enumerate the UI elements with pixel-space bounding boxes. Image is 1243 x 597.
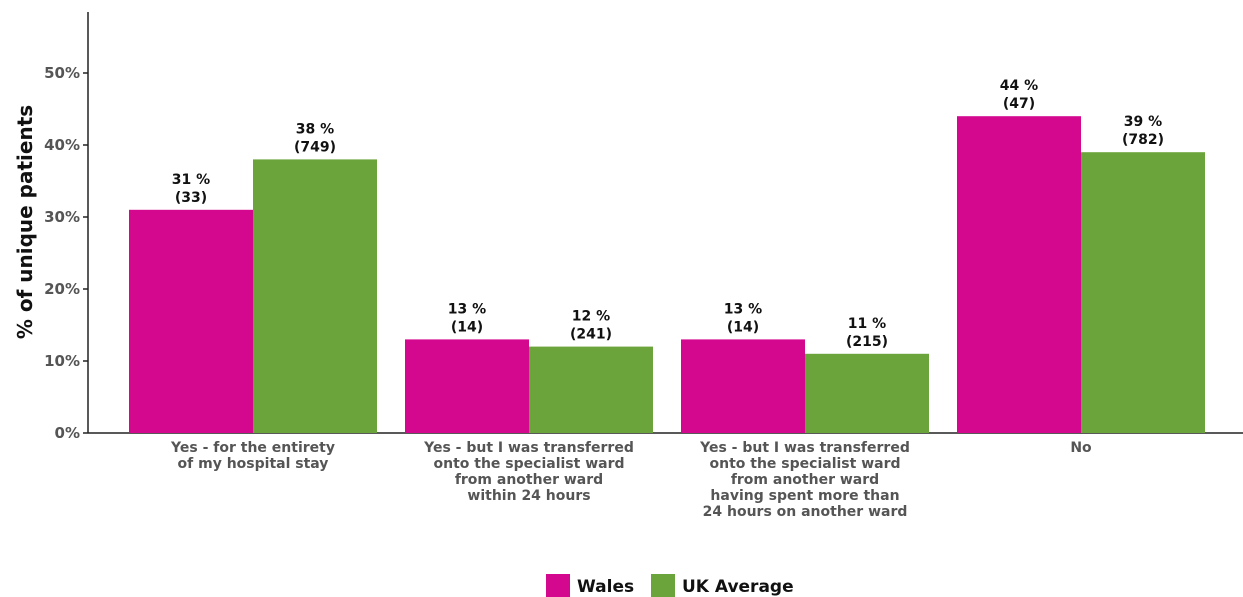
data-label-percent: 38 % [296, 121, 334, 137]
bar-uk-average [253, 159, 377, 433]
data-label-percent: 31 % [172, 172, 210, 188]
category-label: of my hospital stay [178, 456, 329, 472]
category-label: within 24 hours [467, 488, 590, 504]
y-tick-label: 10% [44, 352, 80, 370]
y-tick-label: 0% [55, 424, 80, 442]
category-label: Yes - but I was transferred [423, 440, 634, 456]
category-label: onto the specialist ward [434, 456, 625, 472]
data-label-percent: 12 % [572, 309, 610, 325]
y-tick-label: 20% [44, 280, 80, 298]
y-tick-label: 30% [44, 208, 80, 226]
data-label-count: (47) [1003, 96, 1035, 112]
y-tick-label: 40% [44, 136, 80, 154]
data-label-count: (14) [727, 319, 759, 335]
y-tick-label: 50% [44, 64, 80, 82]
category-label: onto the specialist ward [710, 456, 901, 472]
data-labels-group: 31 % (33) 13 % (14) 13 % (14) 44 % (47) 38 % (749… [172, 78, 1164, 350]
bar-wales [129, 209, 253, 433]
category-label: Yes - for the entirety [170, 440, 335, 456]
bar-wales [405, 339, 529, 433]
data-label-percent: 11 % [848, 316, 886, 332]
legend-label: UK Average [682, 577, 794, 597]
category-label: 24 hours on another ward [703, 504, 908, 520]
data-label-percent: 44 % [1000, 78, 1038, 94]
y-axis-title: % of unique patients [13, 105, 37, 339]
data-label-percent: 13 % [724, 301, 762, 317]
category-label: having spent more than [710, 488, 899, 504]
data-label-count: (215) [846, 334, 888, 350]
data-label-count: (782) [1122, 132, 1164, 148]
category-label: from another ward [455, 472, 603, 488]
data-label-percent: 39 % [1124, 114, 1162, 130]
data-label-percent: 13 % [448, 301, 486, 317]
bar-uk-average [805, 353, 929, 433]
y-axis-ticks: 0% 10% 20% 30% 40% 50% [44, 64, 88, 442]
bar-wales [681, 339, 805, 433]
bar-wales [957, 116, 1081, 433]
category-label: No [1070, 440, 1092, 456]
bar-uk-average [1081, 152, 1205, 433]
data-label-count: (33) [175, 190, 207, 206]
bars-group [129, 116, 1205, 433]
bar-uk-average [529, 346, 653, 433]
data-label-count: (749) [294, 139, 336, 155]
legend-swatch-uk-average [651, 574, 675, 597]
legend-label: Wales [577, 577, 634, 597]
legend: Wales UK Average [546, 574, 794, 597]
data-label-count: (14) [451, 319, 483, 335]
category-label: Yes - but I was transferred [699, 440, 910, 456]
data-label-count: (241) [570, 327, 612, 343]
legend-swatch-wales [546, 574, 570, 597]
category-label: from another ward [731, 472, 879, 488]
